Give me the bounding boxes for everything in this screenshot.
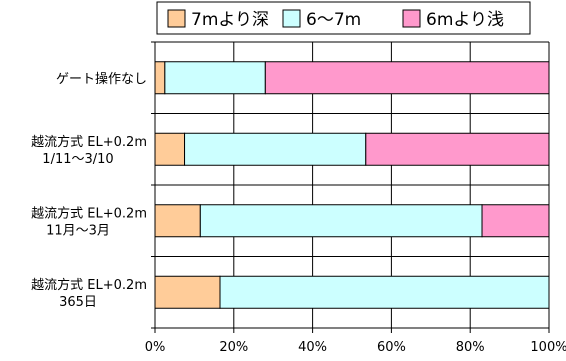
x-tick-label: 0%	[145, 340, 166, 355]
legend-swatch-1	[167, 9, 186, 28]
bar-segment-2	[184, 132, 367, 166]
x-tick-label: 100%	[530, 340, 566, 355]
x-tick-label: 40%	[298, 340, 327, 355]
legend-swatch-3	[402, 9, 421, 28]
bar-segment-1	[154, 275, 221, 309]
bar-segment-3	[264, 61, 550, 95]
category-label: 越流方式 EL+0.2m	[31, 277, 147, 293]
legend-swatch-2	[282, 9, 301, 28]
bar-segment-1	[154, 61, 166, 95]
x-tick-label: 20%	[219, 340, 248, 355]
bar-segment-3	[481, 204, 550, 238]
x-tick-label: 60%	[377, 340, 406, 355]
bar-segment-3	[365, 132, 550, 166]
legend-label-3: 6mより浅	[426, 10, 504, 30]
x-tick-label: 80%	[456, 340, 485, 355]
category-label: 365日	[59, 295, 97, 310]
bar-segment-1	[154, 132, 186, 166]
category-label: 越流方式 EL+0.2m	[31, 134, 147, 150]
category-label: ゲート操作なし	[56, 71, 147, 87]
category-label: 越流方式 EL+0.2m	[31, 205, 147, 221]
x-axis: 0% 20% 40% 60% 80% 100%	[145, 41, 566, 355]
category-label: 1/11～3/10	[42, 152, 113, 167]
legend: 7mより深 6～7m 6mより浅	[156, 1, 531, 35]
bar-segment-1	[154, 204, 201, 238]
legend-label-1: 7mより深	[191, 10, 269, 30]
legend-box	[156, 1, 531, 35]
bar-segment-2	[219, 275, 550, 309]
bar-segment-2	[164, 61, 266, 95]
category-label: 11月～3月	[46, 223, 110, 238]
bar-segment-2	[199, 204, 483, 238]
legend-label-2: 6～7m	[306, 10, 361, 30]
plot-area	[154, 41, 550, 329]
